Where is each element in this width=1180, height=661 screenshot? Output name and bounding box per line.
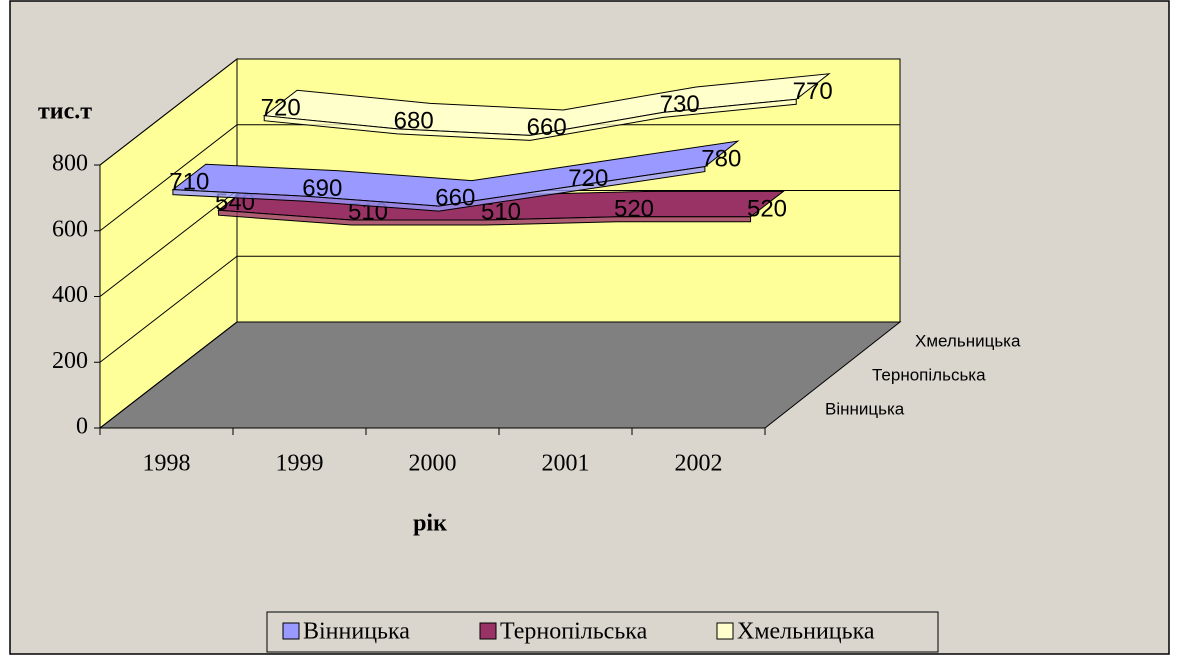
data-label: 690 <box>302 175 342 202</box>
data-label: 660 <box>435 185 475 212</box>
depth-label: Вінницька <box>825 399 905 418</box>
y-tick-label: 600 <box>52 216 88 242</box>
data-label: 520 <box>747 195 787 222</box>
x-tick-label: 2002 <box>675 451 723 477</box>
grid-line <box>99 255 238 363</box>
data-label: 680 <box>394 107 434 134</box>
data-label: 720 <box>261 94 301 121</box>
legend-label: Вінницька <box>303 619 410 645</box>
grid-line <box>99 321 238 429</box>
data-label: 720 <box>568 165 608 192</box>
ribbon-side <box>172 166 706 212</box>
x-axis-title: рік <box>413 511 447 537</box>
x-tick-label: 2001 <box>542 451 590 477</box>
legend <box>266 611 939 653</box>
y-tick-label: 200 <box>52 348 88 374</box>
data-label: 710 <box>169 168 209 195</box>
grid-line <box>99 58 238 166</box>
floor <box>98 321 902 429</box>
data-label: 770 <box>793 78 833 105</box>
x-tick-label: 2000 <box>409 451 457 477</box>
data-label: 520 <box>614 195 654 222</box>
grid-line <box>99 190 238 297</box>
y-tick-label: 800 <box>52 151 88 177</box>
legend-label: Тернопільська <box>500 619 648 645</box>
x-tick-label: 1999 <box>276 451 324 477</box>
legend-swatch <box>479 622 497 640</box>
data-label: 660 <box>527 114 567 141</box>
depth-label: Тернопільська <box>872 365 986 384</box>
data-label: 730 <box>660 91 700 118</box>
x-tick-label: 1998 <box>143 451 191 477</box>
y-axis-title: тис.т <box>38 99 92 125</box>
ribbon-side <box>263 98 797 141</box>
legend-swatch <box>716 622 734 640</box>
depth-label: Хмельницька <box>915 331 1021 350</box>
y-tick-label: 400 <box>52 282 88 308</box>
legend-swatch <box>282 622 300 640</box>
legend-label: Хмельницька <box>737 619 875 645</box>
ribbon-side <box>218 209 752 226</box>
grid-line <box>99 124 238 232</box>
y-tick-label: 0 <box>76 414 88 440</box>
data-label: 780 <box>701 145 741 172</box>
